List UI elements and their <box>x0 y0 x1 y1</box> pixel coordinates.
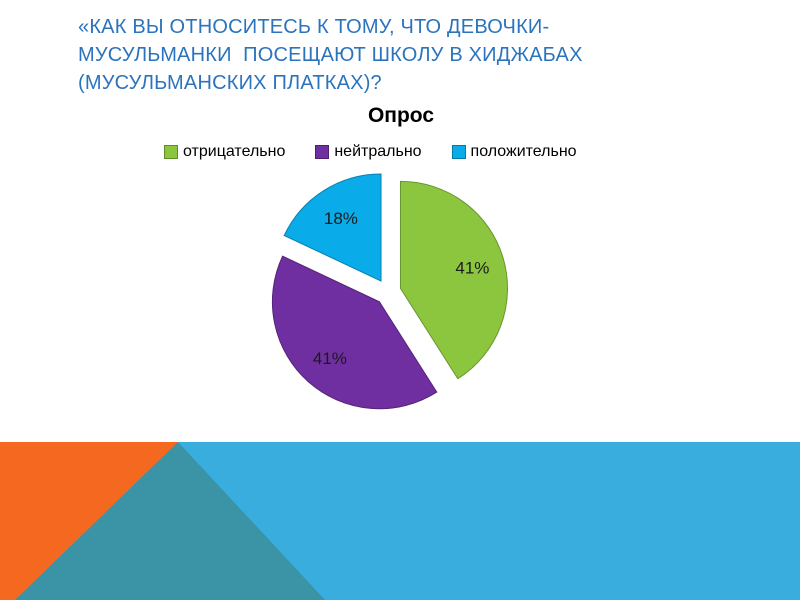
pie-slice-0 <box>399 180 508 380</box>
pie-slice-percent-label: 41% <box>313 349 347 368</box>
legend-item-2: положительно <box>451 143 577 161</box>
pie-chart: 41% 41% 18% <box>271 173 508 410</box>
legend-item-1: нейтрально <box>315 143 422 161</box>
pie-slice-percent-label: 41% <box>455 259 489 278</box>
slide-title: «КАК ВЫ ОТНОСИТЕСЬ К ТОМУ, ЧТО ДЕВОЧКИ-М… <box>78 16 589 94</box>
decoration-teal-triangle <box>15 442 325 600</box>
legend-swatch-icon <box>164 145 178 159</box>
pie-slice-percent-label: 18% <box>324 209 358 228</box>
pie-slice-2 <box>283 173 382 282</box>
chart-title: Опрос <box>367 104 435 127</box>
legend-item-label: отрицательно <box>183 143 286 160</box>
pie-slice-1 <box>271 255 438 410</box>
legend-swatch-icon <box>315 145 330 159</box>
legend-item-0: отрицательно <box>164 143 285 161</box>
legend-swatch-icon <box>451 145 466 159</box>
chart-legend: отрицательно нейтрально положительно <box>164 143 577 161</box>
bottom-decoration <box>0 442 800 600</box>
decoration-orange-wedge <box>0 442 178 600</box>
legend-item-label: нейтрально <box>334 143 422 160</box>
legend-item-label: положительно <box>470 143 577 160</box>
